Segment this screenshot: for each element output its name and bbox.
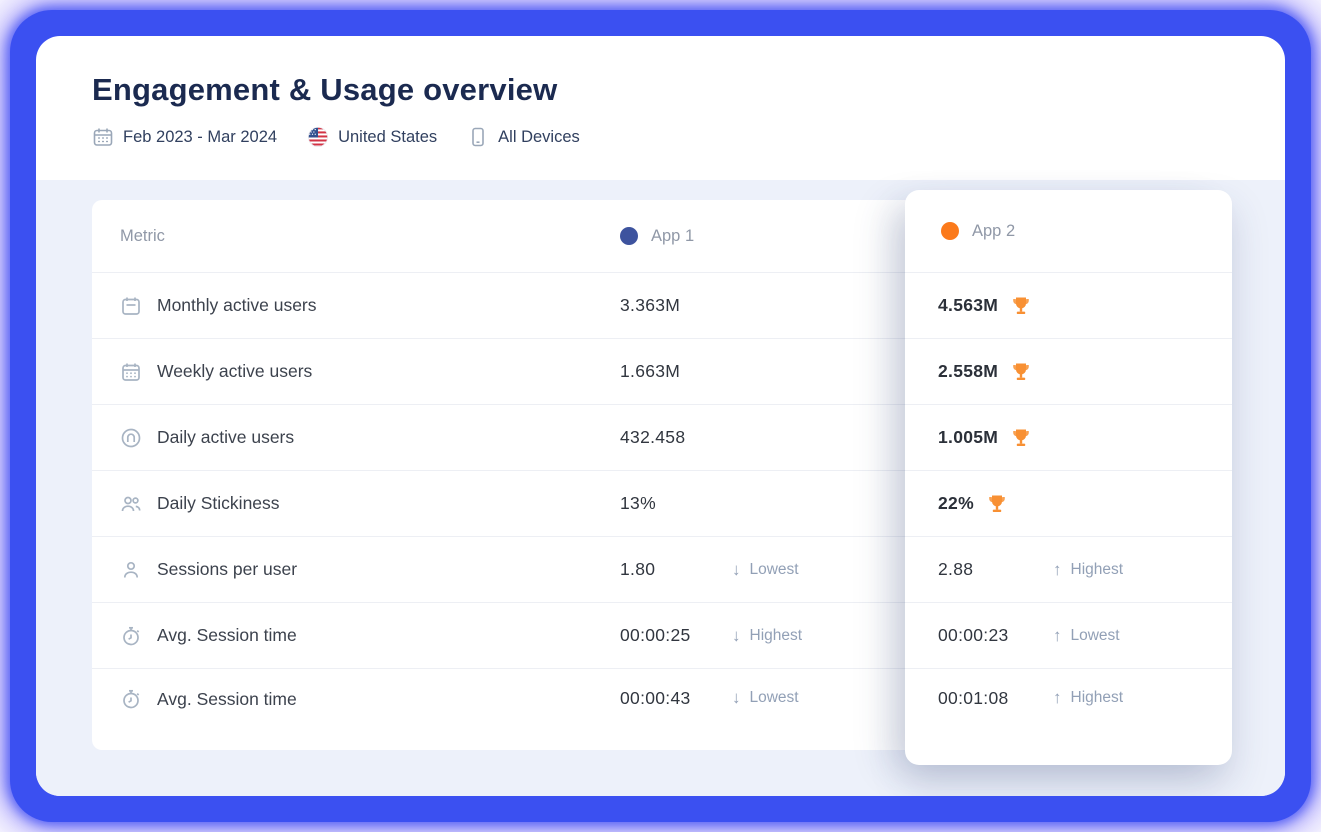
metric-label: Monthly active users xyxy=(157,295,317,315)
calendar-minus-icon xyxy=(120,295,142,317)
stopwatch-icon xyxy=(120,625,142,647)
app2-row: 00:00:23 ↑ Lowest xyxy=(905,602,1232,668)
date-range-label: Feb 2023 - Mar 2024 xyxy=(123,127,278,146)
devices-label: All Devices xyxy=(498,127,580,146)
app1-value: 1.80 xyxy=(620,559,656,579)
app2-row: 2.88 ↑ Highest xyxy=(905,536,1232,602)
metric-column-header: Metric xyxy=(120,226,165,245)
app2-value: 22% xyxy=(938,493,974,513)
page-title: Engagement & Usage overview xyxy=(92,72,558,107)
calendar-icon xyxy=(92,126,114,148)
filter-bar: Feb 2023 - Mar 2024 xyxy=(92,126,580,148)
app1-dot-icon xyxy=(620,227,638,245)
app1-trend: ↓ Lowest xyxy=(732,688,799,708)
app2-dot-icon xyxy=(941,222,959,240)
app2-value: 2.558M xyxy=(938,361,999,381)
main-card: Engagement & Usage overview xyxy=(36,36,1285,796)
app2-column-header: App 2 xyxy=(905,190,1232,272)
metric-label: Sessions per user xyxy=(157,559,298,579)
app1-column-header: App 1 xyxy=(620,227,694,246)
trophy-icon xyxy=(1009,294,1033,318)
metric-label: Daily active users xyxy=(157,427,295,447)
arrow-down-icon: ↓ xyxy=(732,625,741,645)
app2-row: 00:01:08 ↑ Highest xyxy=(905,668,1232,765)
trend-label: Lowest xyxy=(749,689,799,706)
arrow-down-icon: ↓ xyxy=(732,559,741,579)
arrow-down-icon: ↓ xyxy=(732,688,741,707)
app2-value: 2.88 xyxy=(938,559,974,579)
app2-trend: ↑ Highest xyxy=(1053,560,1123,580)
mobile-device-icon xyxy=(467,126,489,148)
arrow-up-icon: ↑ xyxy=(1053,688,1062,707)
app2-value: 4.563M xyxy=(938,295,999,315)
us-flag-icon xyxy=(307,126,329,148)
table-row: Avg. Session time 00:00:43 ↓ Lowest xyxy=(92,668,1232,750)
user-icon xyxy=(120,559,142,581)
app2-value: 1.005M xyxy=(938,427,999,447)
metric-label: Daily Stickiness xyxy=(157,493,280,513)
app1-value: 432.458 xyxy=(620,427,686,447)
app2-value: 00:00:23 xyxy=(938,625,1009,645)
app1-value: 1.663M xyxy=(620,361,681,381)
devices-filter[interactable]: All Devices xyxy=(467,126,580,148)
app1-value: 13% xyxy=(620,493,656,513)
trophy-icon xyxy=(1009,360,1033,384)
app2-column-card: App 2 4.563M 2.558M xyxy=(905,190,1232,765)
table-row: Weekly active users 1.663M xyxy=(92,338,1232,404)
table-row: Avg. Session time 00:00:25 ↓ Highest xyxy=(92,602,1232,668)
app1-value: 00:00:43 xyxy=(620,688,691,708)
trend-label: Highest xyxy=(1070,689,1124,706)
arrow-up-icon: ↑ xyxy=(1053,625,1062,645)
metric-label: Avg. Session time xyxy=(157,688,297,709)
app1-name: App 1 xyxy=(651,226,695,245)
app2-row: 22% xyxy=(905,470,1232,536)
page-header: Engagement & Usage overview xyxy=(92,72,580,148)
trend-label: Lowest xyxy=(749,560,799,578)
metric-label: Weekly active users xyxy=(157,361,313,381)
app2-row: 1.005M xyxy=(905,404,1232,470)
app2-trend: ↑ Lowest xyxy=(1053,626,1120,646)
table-row: Sessions per user 1.80 ↓ Lowest xyxy=(92,536,1232,602)
trophy-icon xyxy=(985,492,1009,516)
trend-label: Highest xyxy=(749,626,803,644)
app1-value: 00:00:25 xyxy=(620,625,691,645)
app1-value: 3.363M xyxy=(620,295,681,315)
metric-label: Avg. Session time xyxy=(157,625,297,645)
daily-circle-icon xyxy=(120,427,142,449)
app2-name: App 2 xyxy=(972,221,1016,240)
users-icon xyxy=(120,493,142,515)
trophy-icon xyxy=(1009,426,1033,450)
arrow-up-icon: ↑ xyxy=(1053,559,1062,579)
date-range-filter[interactable]: Feb 2023 - Mar 2024 xyxy=(92,126,277,148)
app2-row: 2.558M xyxy=(905,338,1232,404)
trend-label: Lowest xyxy=(1070,626,1120,644)
app2-row: 4.563M xyxy=(905,272,1232,338)
app2-value: 00:01:08 xyxy=(938,688,1009,708)
country-filter[interactable]: United States xyxy=(307,126,437,148)
table-header-row: Metric App 1 xyxy=(92,200,1232,272)
app2-trend: ↑ Highest xyxy=(1053,688,1123,708)
app1-trend: ↓ Highest xyxy=(732,626,802,646)
calendar-grid-icon xyxy=(120,361,142,383)
trend-label: Highest xyxy=(1070,560,1124,578)
table-row: Daily Stickiness 13% xyxy=(92,470,1232,536)
table-row: Daily active users 432.458 xyxy=(92,404,1232,470)
app1-trend: ↓ Lowest xyxy=(732,560,799,580)
country-label: United States xyxy=(338,127,438,146)
table-row: Monthly active users 3.363M xyxy=(92,272,1232,338)
stopwatch-icon xyxy=(120,688,142,710)
